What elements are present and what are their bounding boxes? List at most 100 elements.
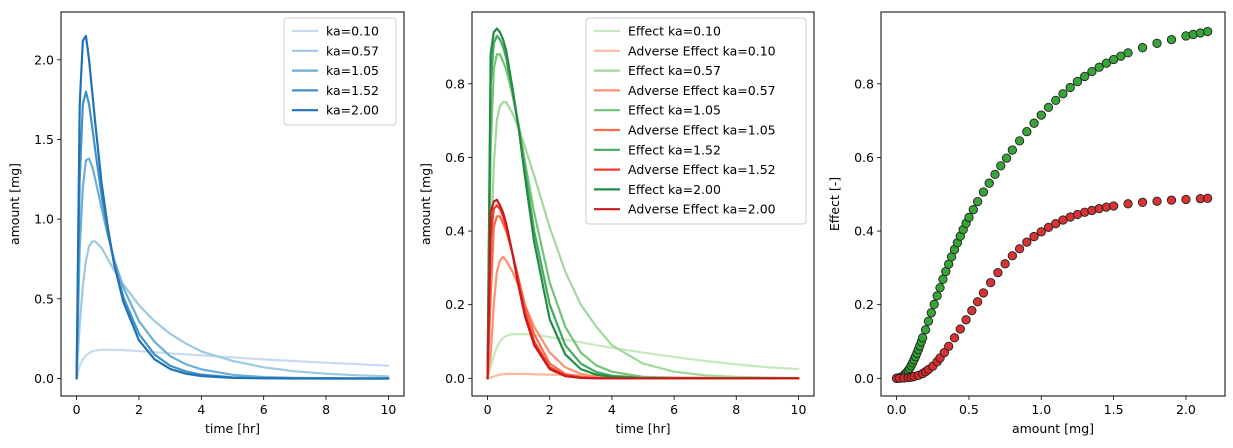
scatter-point-series1-46 — [1029, 118, 1039, 128]
scatter-point-series2-27 — [1022, 237, 1032, 247]
y-tick-label: 0.4 — [445, 224, 465, 239]
scatter-point-series2-18 — [961, 315, 971, 325]
scatter-point-series2-23 — [993, 268, 1003, 278]
scatter-point-series2-17 — [955, 324, 965, 334]
scatter-point-series2-22 — [986, 277, 996, 288]
series-line-4 — [75, 90, 390, 380]
series-line-1 — [486, 333, 800, 380]
scatter-point-series1-44 — [1014, 136, 1025, 146]
x-tick-label: 6 — [260, 402, 268, 417]
scatter-point-series2-20 — [972, 297, 983, 307]
scatter-point-series1-60 — [1137, 43, 1148, 53]
panel-effect-vs-amount: 0.0 0.5 1.0 1.5 2.0 0.0 0.2 0.4 0.6 0.8 amount [mg… — [827, 11, 1226, 436]
x-tick-label: 2 — [135, 402, 143, 417]
series-line-3 — [75, 157, 390, 380]
scatter-point-series2-28 — [1029, 231, 1039, 242]
y-tick-label: 0.8 — [854, 76, 874, 91]
y-tick-label: 0.4 — [854, 224, 874, 239]
scatter-point-series2-15 — [944, 341, 954, 351]
scatter-point-series1-43 — [1007, 145, 1017, 155]
series-line-4 — [486, 255, 800, 380]
y-tick-label: 1.0 — [34, 212, 54, 227]
scatter-point-series2-39 — [1108, 201, 1119, 211]
legend-label: ka=2.00 — [326, 103, 379, 118]
scatter-point-series2-42 — [1152, 196, 1162, 206]
x-tick-label: 10 — [791, 402, 807, 417]
scatter-point-series1-38 — [978, 187, 989, 197]
scatter-point-series1-47 — [1036, 110, 1046, 120]
x-tick-label: 1.5 — [1104, 402, 1124, 417]
scatter-point-series1-53 — [1080, 71, 1090, 82]
scatter-point-series2-29 — [1036, 227, 1046, 237]
series-line-3 — [486, 101, 800, 380]
legend-label: ka=0.57 — [326, 43, 379, 58]
scatter-point-series1-37 — [972, 196, 983, 207]
scatter-point-series2-25 — [1007, 251, 1017, 261]
y-tick-label: 0.8 — [445, 76, 465, 91]
y-tick-label: 0.6 — [854, 150, 874, 165]
scatter-point-series1-25 — [935, 283, 945, 293]
y-tick-label: 0.0 — [854, 371, 874, 386]
scatter-point-series2-41 — [1137, 197, 1148, 207]
scatter-point-series2-16 — [949, 333, 960, 343]
series-line-10 — [486, 198, 800, 380]
scatter-point-series1-26 — [938, 274, 948, 284]
x-tick-label: 0.0 — [887, 402, 907, 417]
legend-label: ka=1.05 — [326, 63, 379, 78]
legend-label: ka=1.52 — [326, 83, 379, 98]
x-tick-label: 8 — [732, 402, 740, 417]
legend-label: Effect ka=0.10 — [628, 24, 721, 39]
scatter-point-series1-45 — [1022, 126, 1032, 137]
scatter-point-series2-30 — [1043, 222, 1054, 233]
scatter-point-series1-35 — [964, 212, 974, 223]
legend-label: Adverse Effect ka=0.57 — [628, 83, 776, 98]
scatter-point-series1-22 — [926, 308, 936, 318]
y-tick-label: 0.0 — [34, 371, 54, 386]
scatter-point-series2-14 — [939, 347, 950, 358]
legend-box — [283, 17, 397, 126]
axes-frame — [60, 11, 405, 397]
plot-area — [486, 27, 800, 380]
y-tick-label: 0.2 — [445, 297, 465, 312]
y-tick-label: 1.5 — [34, 132, 54, 147]
legend-box — [585, 17, 807, 225]
x-tick-label: 0 — [73, 402, 81, 417]
scatter-point-series1-66 — [1202, 26, 1213, 37]
scatter-point-series2-19 — [967, 305, 977, 316]
scatter-point-series2-43 — [1166, 195, 1177, 205]
scatter-point-series1-54 — [1087, 66, 1097, 77]
y-tick-label: 0.0 — [445, 371, 465, 386]
series-line-1 — [75, 348, 390, 380]
scatter-point-series1-50 — [1058, 89, 1068, 99]
legend-label: Adverse Effect ka=2.00 — [628, 202, 776, 217]
scatter-point-series1-48 — [1043, 102, 1054, 113]
panel-effect-vs-time: 0 2 4 6 8 10 0.0 0.2 0.4 0.6 0.8 time [hr] amount [m… — [418, 11, 815, 436]
scatter-point-series1-52 — [1072, 76, 1083, 87]
legend-label: Effect ka=1.52 — [628, 142, 721, 157]
scatter-point-series1-51 — [1065, 82, 1075, 93]
legend: Effect ka=0.10 Adverse Effect ka=0.10 Effe… — [585, 17, 807, 225]
scatter-point-series2-31 — [1051, 219, 1061, 229]
scatter-point-series1-20 — [920, 325, 931, 335]
y-axis-label: amount [mg] — [418, 163, 433, 245]
scatter-point-series1-39 — [984, 178, 994, 188]
legend-label: Effect ka=0.57 — [628, 63, 721, 78]
plot-area — [75, 34, 390, 380]
x-tick-label: 2.0 — [1176, 402, 1196, 417]
x-axis-label: time [hr] — [615, 421, 670, 436]
y-tick-label: 0.6 — [445, 150, 465, 165]
y-tick-label: 2.0 — [34, 52, 54, 67]
legend-label: Adverse Effect ka=1.52 — [628, 162, 776, 177]
scatter-point-series2-24 — [1000, 259, 1010, 269]
scatter-point-series1-23 — [929, 299, 939, 309]
y-axis-label: amount [mg] — [7, 163, 22, 245]
scatter-point-series2-40 — [1123, 199, 1133, 209]
plot-area — [891, 26, 1213, 383]
x-tick-label: 0.5 — [959, 402, 979, 417]
x-tick-label: 6 — [670, 402, 678, 417]
scatter-point-series2-21 — [978, 288, 989, 298]
x-tick-label: 1.0 — [1031, 402, 1051, 417]
scatter-point-series1-40 — [990, 169, 1000, 180]
scatter-point-series2-46 — [1202, 193, 1213, 203]
y-axis-label: Effect [-] — [827, 177, 842, 231]
